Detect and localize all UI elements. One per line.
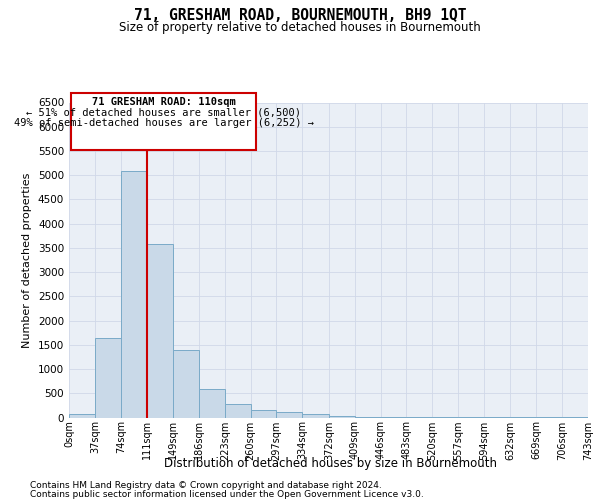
Bar xyxy=(95,338,121,417)
Bar xyxy=(121,172,146,418)
Bar xyxy=(329,416,355,418)
Bar xyxy=(302,414,329,418)
Bar xyxy=(225,404,251,417)
Text: 71 GRESHAM ROAD: 110sqm: 71 GRESHAM ROAD: 110sqm xyxy=(92,96,236,106)
Y-axis label: Number of detached properties: Number of detached properties xyxy=(22,172,32,348)
Text: 71, GRESHAM ROAD, BOURNEMOUTH, BH9 1QT: 71, GRESHAM ROAD, BOURNEMOUTH, BH9 1QT xyxy=(134,8,466,22)
Text: 49% of semi-detached houses are larger (6,252) →: 49% of semi-detached houses are larger (… xyxy=(14,118,314,128)
Text: Distribution of detached houses by size in Bournemouth: Distribution of detached houses by size … xyxy=(163,458,497,470)
Text: ← 51% of detached houses are smaller (6,500): ← 51% of detached houses are smaller (6,… xyxy=(26,108,301,118)
Text: Size of property relative to detached houses in Bournemouth: Size of property relative to detached ho… xyxy=(119,21,481,34)
Bar xyxy=(173,350,199,418)
Bar xyxy=(146,244,173,418)
Bar xyxy=(277,412,302,418)
Bar xyxy=(251,410,277,418)
Text: Contains HM Land Registry data © Crown copyright and database right 2024.: Contains HM Land Registry data © Crown c… xyxy=(30,481,382,490)
Bar xyxy=(199,389,225,418)
Bar xyxy=(69,414,95,418)
FancyBboxPatch shape xyxy=(71,93,256,150)
Text: Contains public sector information licensed under the Open Government Licence v3: Contains public sector information licen… xyxy=(30,490,424,499)
